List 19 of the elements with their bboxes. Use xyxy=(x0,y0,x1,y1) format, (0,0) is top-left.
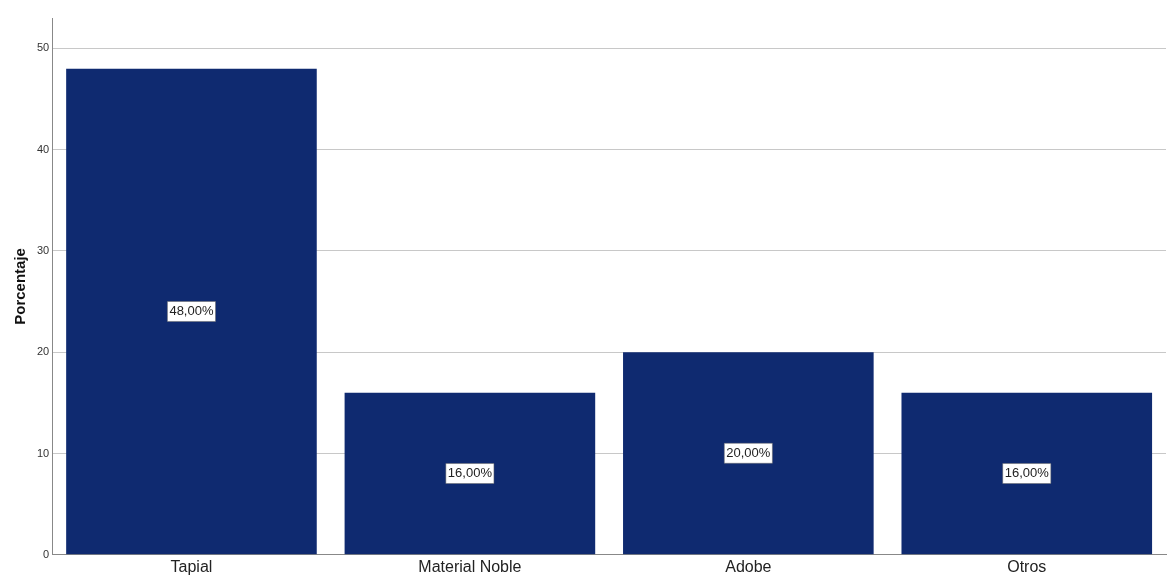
bar xyxy=(66,68,317,555)
y-tick-label: 50 xyxy=(36,41,50,54)
y-tick-label: 20 xyxy=(36,345,50,358)
bar xyxy=(344,392,596,555)
y-tick-label: 0 xyxy=(43,547,50,560)
y-axis-title: Porcentaje xyxy=(11,248,29,325)
x-tick-label: Otros xyxy=(1007,557,1047,575)
x-tick-label: Tapial xyxy=(170,557,213,575)
data-label: 16,00% xyxy=(1004,465,1050,481)
data-label: 20,00% xyxy=(726,444,771,460)
y-tick-label: 30 xyxy=(36,243,50,256)
y-tick-label: 40 xyxy=(36,142,50,155)
y-tick-label: 10 xyxy=(36,446,50,459)
bar xyxy=(623,352,874,555)
x-tick-label: Material Noble xyxy=(418,557,522,575)
data-label: 16,00% xyxy=(447,465,493,481)
x-tick-label: Adobe xyxy=(725,557,772,575)
bar xyxy=(901,392,1153,555)
data-label: 48,00% xyxy=(169,303,214,319)
